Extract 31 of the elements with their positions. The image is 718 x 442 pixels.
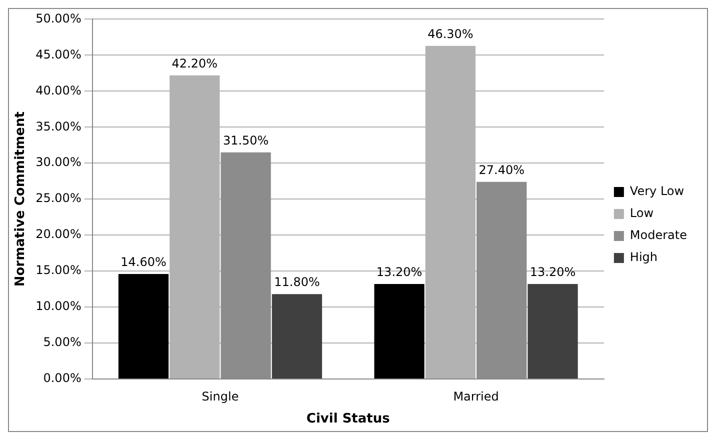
x-axis-title: Civil Status bbox=[306, 412, 390, 427]
data-label: 42.20% bbox=[172, 56, 218, 70]
y-tick-label: 20.00% bbox=[36, 227, 82, 242]
y-tick-label: 50.00% bbox=[36, 11, 82, 26]
y-axis-title: Normative Commitment bbox=[13, 112, 28, 287]
legend-label: High bbox=[630, 250, 658, 264]
data-label: 27.40% bbox=[478, 162, 524, 177]
data-label: 14.60% bbox=[120, 255, 166, 270]
x-tick-label: Single bbox=[202, 389, 239, 404]
y-tick-label: 0.00% bbox=[43, 371, 82, 386]
y-tick-label: 30.00% bbox=[36, 155, 82, 170]
y-tick-label: 35.00% bbox=[36, 119, 82, 134]
data-label: 13.20% bbox=[376, 265, 422, 280]
y-tick-label: 15.00% bbox=[36, 263, 82, 278]
data-label: 46.30% bbox=[428, 26, 474, 41]
legend-label: Low bbox=[630, 206, 654, 220]
data-label: 13.20% bbox=[530, 265, 576, 280]
legend-label: Very Low bbox=[630, 184, 684, 198]
data-label: 11.80% bbox=[274, 275, 320, 290]
bar bbox=[528, 284, 578, 378]
y-tick-label: 10.00% bbox=[36, 299, 82, 314]
bar bbox=[374, 284, 424, 378]
bar bbox=[118, 274, 169, 378]
y-tick-label: 25.00% bbox=[36, 191, 82, 206]
x-tick-label: Married bbox=[453, 389, 499, 404]
y-tick-label: 5.00% bbox=[43, 335, 82, 350]
legend-label: Moderate bbox=[630, 228, 688, 242]
y-tick-label: 45.00% bbox=[36, 47, 82, 62]
data-label: 31.50% bbox=[222, 133, 269, 148]
bar bbox=[272, 294, 322, 378]
y-tick-label: 40.00% bbox=[36, 83, 82, 98]
